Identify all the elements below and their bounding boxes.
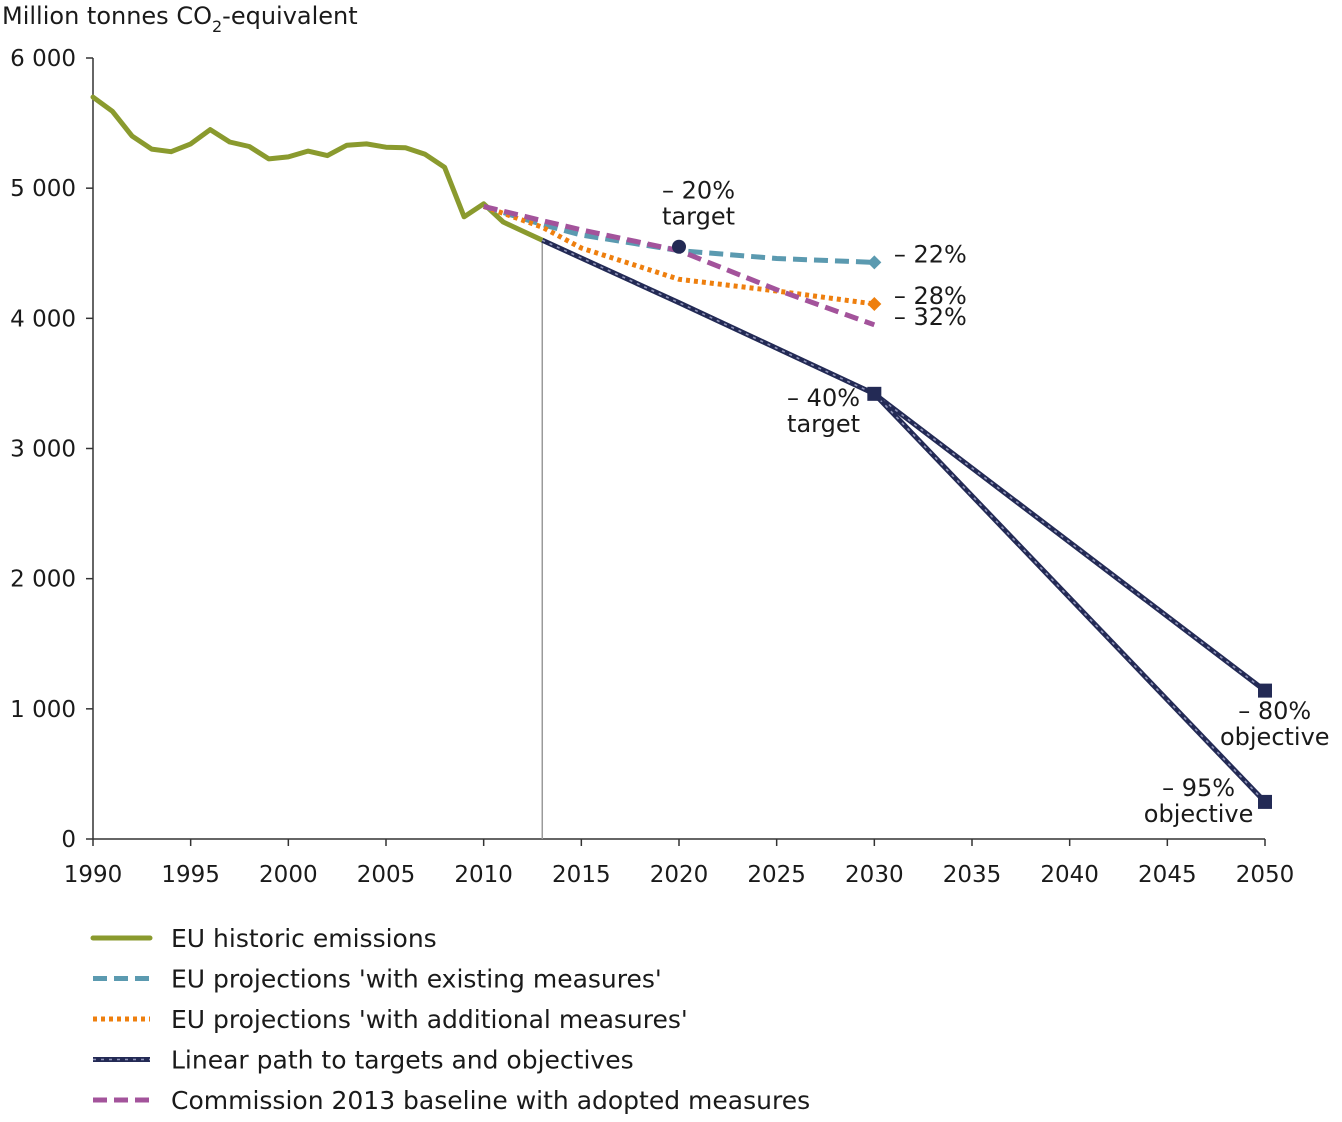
x-tick-label: 2030: [845, 862, 904, 888]
legend-item: EU projections 'with existing measures': [93, 965, 662, 994]
x-tick-label: 2040: [1040, 862, 1099, 888]
series-line: [483, 203, 876, 328]
y-tick-label: 3 000: [10, 437, 76, 463]
annotation-line: objective: [1144, 800, 1254, 828]
x-tick-label: 1990: [64, 862, 123, 888]
legend-label: EU projections 'with existing measures': [171, 965, 662, 994]
series-line: [541, 239, 1266, 692]
target-square-marker: [867, 386, 882, 401]
annotation-line: – 20%: [662, 177, 735, 205]
legend-item: Commission 2013 baseline with adopted me…: [93, 1086, 810, 1115]
series-line: [90, 94, 545, 243]
diamond-marker: [867, 297, 882, 312]
marker-layer: [672, 239, 1272, 809]
legend-item: Linear path to targets and objectives: [93, 1046, 634, 1075]
legend: EU historic emissions EU projections 'wit…: [90, 924, 810, 1115]
annotation-line: objective: [1220, 723, 1330, 751]
legend-label: Commission 2013 baseline with adopted me…: [171, 1086, 810, 1115]
annotation-line: – 40%: [787, 384, 860, 412]
annotation-label: – 40% target: [787, 384, 860, 438]
series-layer: [90, 94, 1267, 804]
x-tick-label: 2050: [1236, 862, 1295, 888]
y-axis-label-main: Million tonnes CO: [2, 2, 212, 30]
x-tick-label: 2010: [454, 862, 513, 888]
annotation-layer: – 20% target– 22%– 28%– 32%– 40% target– 8…: [662, 177, 1330, 828]
y-tick-label: 1 000: [10, 697, 76, 723]
x-tick-label: 2020: [650, 862, 709, 888]
target-square-marker: [1258, 794, 1272, 809]
legend-label: EU projections 'with additional measures…: [171, 1005, 688, 1034]
x-tick-label: 1995: [161, 862, 220, 888]
series-line: [873, 393, 1266, 803]
legend-label: Linear path to targets and objectives: [171, 1046, 634, 1075]
annotation-line: – 32%: [894, 303, 967, 331]
target-square-marker: [1258, 683, 1272, 698]
y-tick-label: 0: [61, 827, 76, 853]
y-axis-label-subscript: 2: [212, 17, 222, 36]
annotation-label: – 80% objective: [1220, 697, 1330, 751]
annotation-line: – 95%: [1162, 774, 1235, 802]
diamond-marker: [867, 255, 882, 270]
y-tick-label: 6 000: [10, 46, 76, 72]
x-tick-label: 2045: [1138, 862, 1197, 888]
x-tick-label: 2025: [747, 862, 806, 888]
y-tick-label: 5 000: [10, 176, 76, 202]
x-tick-label: 2015: [552, 862, 611, 888]
legend-label: EU historic emissions: [171, 924, 437, 953]
annotation-line: target: [787, 410, 860, 438]
x-tick-label: 2005: [357, 862, 416, 888]
annotation-label: – 20% target: [662, 177, 735, 231]
x-tick-label: 2000: [259, 862, 318, 888]
annotation-line: – 22%: [894, 240, 967, 268]
annotation-label: – 22%: [894, 240, 967, 268]
y-tick-label: 4 000: [10, 306, 76, 332]
x-tick-label: 2035: [943, 862, 1002, 888]
target-circle-marker: [672, 239, 686, 254]
y-tick-label: 2 000: [10, 567, 76, 593]
annotation-label: – 32%: [894, 303, 967, 331]
annotation-label: – 95% objective: [1144, 774, 1254, 828]
y-axis-label-rest: -equivalent: [222, 2, 358, 30]
annotation-line: – 80%: [1238, 697, 1311, 725]
annotation-label: – 28%: [894, 282, 967, 310]
axes: 0 1 000 2 000 3 000 4 000 5 000 6 000 1990 1995 2…: [10, 46, 1294, 888]
annotation-line: target: [662, 203, 735, 231]
y-axis-label: Million tonnes CO2-equivalent: [2, 2, 358, 36]
annotation-line: – 28%: [894, 282, 967, 310]
legend-item: EU projections 'with additional measures…: [93, 1005, 688, 1034]
legend-item: EU historic emissions: [90, 924, 437, 953]
